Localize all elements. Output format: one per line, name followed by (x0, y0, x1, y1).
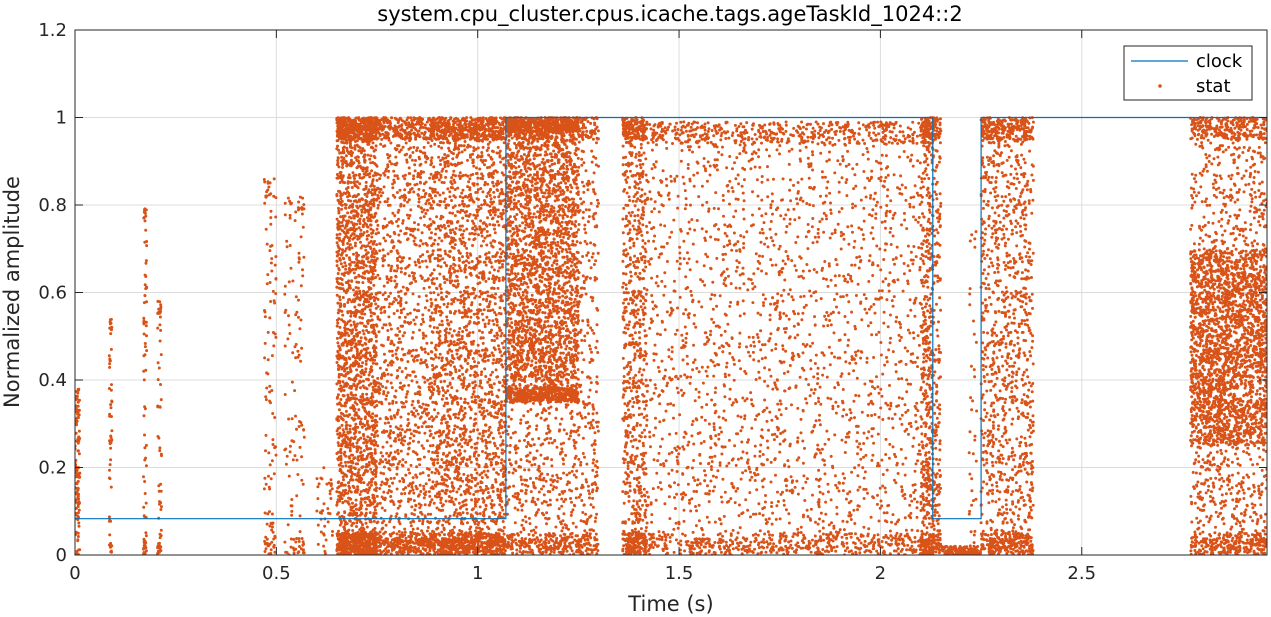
x-tick-label: 2 (875, 563, 886, 584)
x-tick-label: 2.5 (1067, 563, 1096, 584)
y-tick-label: 0.6 (38, 283, 67, 304)
x-tick-label: 0.5 (262, 563, 291, 584)
x-tick-label: 0 (69, 563, 80, 584)
legend-stat-label: stat (1196, 76, 1231, 97)
y-tick-label: 0.8 (38, 195, 67, 216)
legend-clock-label: clock (1196, 51, 1243, 72)
legend-stat-swatch (1158, 84, 1162, 88)
y-tick-label: 0.4 (38, 370, 67, 391)
y-tick-label: 1.2 (38, 20, 67, 41)
y-tick-label: 1 (56, 108, 67, 129)
x-axis-title: Time (s) (627, 592, 713, 616)
x-tick-label: 1.5 (665, 563, 694, 584)
legend: clock stat (1124, 46, 1252, 100)
y-tick-label: 0 (56, 545, 67, 566)
y-tick-label: 0.2 (38, 458, 67, 479)
x-tick-label: 1 (472, 563, 483, 584)
y-axis-title: Normalized amplitude (0, 176, 24, 408)
chart-title: system.cpu_cluster.cpus.icache.tags.ageT… (377, 2, 962, 27)
